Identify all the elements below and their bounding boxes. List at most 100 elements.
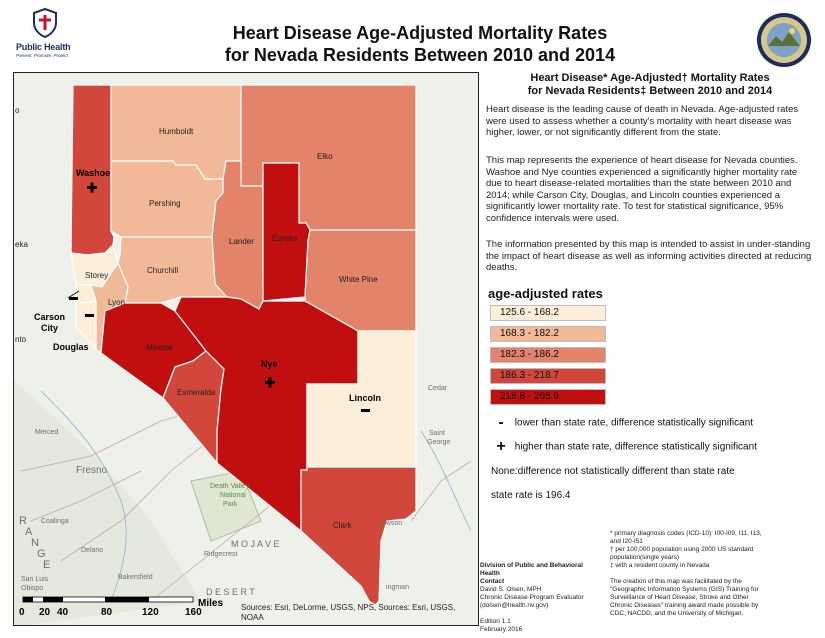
minus-icon: - bbox=[498, 414, 504, 431]
svg-text:E: E bbox=[43, 559, 50, 571]
svg-text:R: R bbox=[19, 515, 27, 527]
scale-tick-80: 80 bbox=[101, 607, 113, 618]
county-clark[interactable] bbox=[300, 466, 417, 606]
footnote-line: The creation of this map was facilitated… bbox=[610, 578, 742, 585]
legend-swatch bbox=[490, 305, 606, 321]
findings-paragraph: This map represents the experience of he… bbox=[486, 155, 798, 224]
label-clark: Clark bbox=[333, 521, 353, 530]
footnotes: * primary diagnosis codes (ICD-10): I00-… bbox=[610, 530, 820, 618]
footnote-line: † per 100,000 population using 2000 US s… bbox=[610, 546, 754, 553]
contact-line: David S. Olsen, MPH bbox=[480, 586, 542, 593]
svg-text:G: G bbox=[37, 548, 46, 560]
intro-paragraph: Heart disease is the leading cause of de… bbox=[486, 104, 799, 138]
place-range: R A N G E bbox=[19, 515, 50, 571]
county-douglas[interactable] bbox=[75, 297, 97, 351]
place-coalinga: Coalinga bbox=[41, 518, 69, 525]
place-eka: eka bbox=[15, 240, 28, 249]
place-delano: Delano bbox=[81, 547, 103, 554]
edition-date: February 2016 bbox=[480, 626, 523, 633]
map-canvas[interactable]: Humboldt Elko Pershing Lander Eureka Whi… bbox=[14, 73, 479, 626]
label-white-pine: White Pine bbox=[339, 275, 378, 284]
legend-lower-row: - lower than state rate, difference stat… bbox=[490, 414, 753, 432]
place-nto: nto bbox=[15, 335, 27, 344]
douglas-minus-icon bbox=[85, 314, 94, 317]
scale-tick-160: 160 bbox=[185, 607, 202, 618]
footnote-line: "Geographic Information Systems (GIS) Tr… bbox=[610, 586, 759, 593]
scale-tick-40: 40 bbox=[57, 607, 69, 618]
footnote-line: * primary diagnosis codes (ICD-10): I00-… bbox=[610, 530, 762, 537]
legend-higher-row: + higher than state rate, difference sta… bbox=[490, 438, 757, 456]
legend-class-2: 168.3 - 182.2 bbox=[490, 326, 790, 342]
carson-leader-line bbox=[67, 290, 80, 299]
label-washoe: Washoe bbox=[76, 168, 110, 178]
purpose-paragraph: The information presented by this map is… bbox=[486, 239, 812, 273]
nye-plus-icon bbox=[265, 377, 275, 388]
lincoln-minus-icon bbox=[361, 409, 370, 412]
legend-class-1: 125.6 - 168.2 bbox=[490, 305, 790, 321]
place-ingman: ingman bbox=[386, 584, 409, 591]
scale-tick-0: 0 bbox=[19, 607, 25, 618]
nevada-map[interactable]: Humboldt Elko Pershing Lander Eureka Whi… bbox=[13, 72, 479, 626]
basemap-rivers bbox=[40, 390, 472, 602]
legend-range: 125.6 - 168.2 bbox=[500, 307, 559, 318]
place-merced: Merced bbox=[35, 429, 58, 436]
place-death-valley-3: Park bbox=[223, 501, 238, 508]
label-lincoln: Lincoln bbox=[349, 393, 381, 403]
scale-bar: 0 20 40 80 120 160 Miles bbox=[19, 596, 223, 618]
legend-lower-text: lower than state rate, difference statis… bbox=[514, 417, 754, 429]
contact-line: Chronic Disease Program Evaluator bbox=[480, 594, 584, 601]
map-title-line-2: for Nevada Residents Between 2010 and 20… bbox=[224, 45, 616, 65]
place-san-luis-1: San Luis bbox=[21, 576, 49, 583]
legend-range: 182.3 - 186.2 bbox=[500, 349, 559, 360]
place-lawson: Lawson bbox=[378, 520, 402, 527]
label-lander: Lander bbox=[229, 237, 254, 246]
scale-unit: Miles bbox=[198, 598, 223, 609]
legend-none-text: None:difference not statistically differ… bbox=[491, 466, 735, 477]
logo-tagline: Prevent. Promote. Protect. bbox=[16, 53, 70, 58]
basemap-valley bbox=[14, 381, 201, 625]
legend-title: age-adjusted rates bbox=[488, 286, 603, 301]
place-mojave: M O J A V E bbox=[231, 539, 280, 549]
place-fresno: Fresno bbox=[76, 465, 108, 476]
legend-class-3: 182.3 - 186.2 bbox=[490, 347, 790, 363]
legend-range: 168.3 - 182.2 bbox=[500, 328, 559, 339]
place-death-valley-1: Death Valley bbox=[210, 483, 250, 490]
label-esmeralda: Esmeralda bbox=[177, 388, 216, 397]
legend-swatch bbox=[490, 368, 606, 384]
place-saint-1: Saint bbox=[429, 430, 445, 437]
panel-title-line-1: Heart Disease* Age-Adjusted† Mortality R… bbox=[530, 72, 770, 84]
contact-line bbox=[480, 610, 600, 618]
label-nye: Nye bbox=[261, 359, 278, 369]
significance-symbols bbox=[69, 182, 370, 412]
state-rate: state rate is 196.4 bbox=[491, 490, 571, 501]
edition: Edition 1.1 bbox=[480, 618, 511, 625]
label-elko: Elko bbox=[317, 152, 333, 161]
place-cedar: Cedar bbox=[428, 385, 448, 392]
carson-minus-icon bbox=[69, 297, 78, 300]
scale-tick-20: 20 bbox=[39, 607, 51, 618]
place-death-valley-2: National bbox=[220, 492, 246, 499]
legend-range: 186.3 - 218.7 bbox=[500, 370, 559, 381]
county-polygons bbox=[70, 84, 417, 606]
label-douglas: Douglas bbox=[53, 342, 89, 352]
panel-title-line-2: for Nevada Residents‡ Between 2010 and 2… bbox=[527, 85, 773, 97]
contact-email[interactable]: (dolsen@health.nv.gov) bbox=[480, 602, 549, 609]
footnote-line: population(single years) bbox=[610, 554, 680, 561]
footnote-line bbox=[610, 570, 820, 578]
logo-name: Public Health bbox=[16, 42, 71, 52]
legend-swatch bbox=[490, 347, 606, 363]
contact-line: Contact bbox=[480, 578, 505, 585]
legend-range: 218.8 - 265.9 bbox=[500, 391, 559, 402]
legend-class-4: 186.3 - 218.7 bbox=[490, 368, 790, 384]
plus-icon: + bbox=[496, 438, 506, 455]
contact-block: Division of Public and Behavioral Health… bbox=[480, 562, 600, 634]
place-ridgecrest: Ridgecrest bbox=[204, 551, 238, 558]
footnote-line: Surveillance of Heart Disease, Stroke an… bbox=[610, 594, 749, 601]
label-pershing: Pershing bbox=[149, 199, 181, 208]
footnote-line: and I20-I51 bbox=[610, 538, 643, 545]
svg-text:A: A bbox=[25, 526, 33, 538]
legend-swatch bbox=[490, 326, 606, 342]
scale-tick-120: 120 bbox=[142, 607, 159, 618]
shield-icon bbox=[33, 8, 57, 38]
place-o: o bbox=[15, 106, 20, 115]
